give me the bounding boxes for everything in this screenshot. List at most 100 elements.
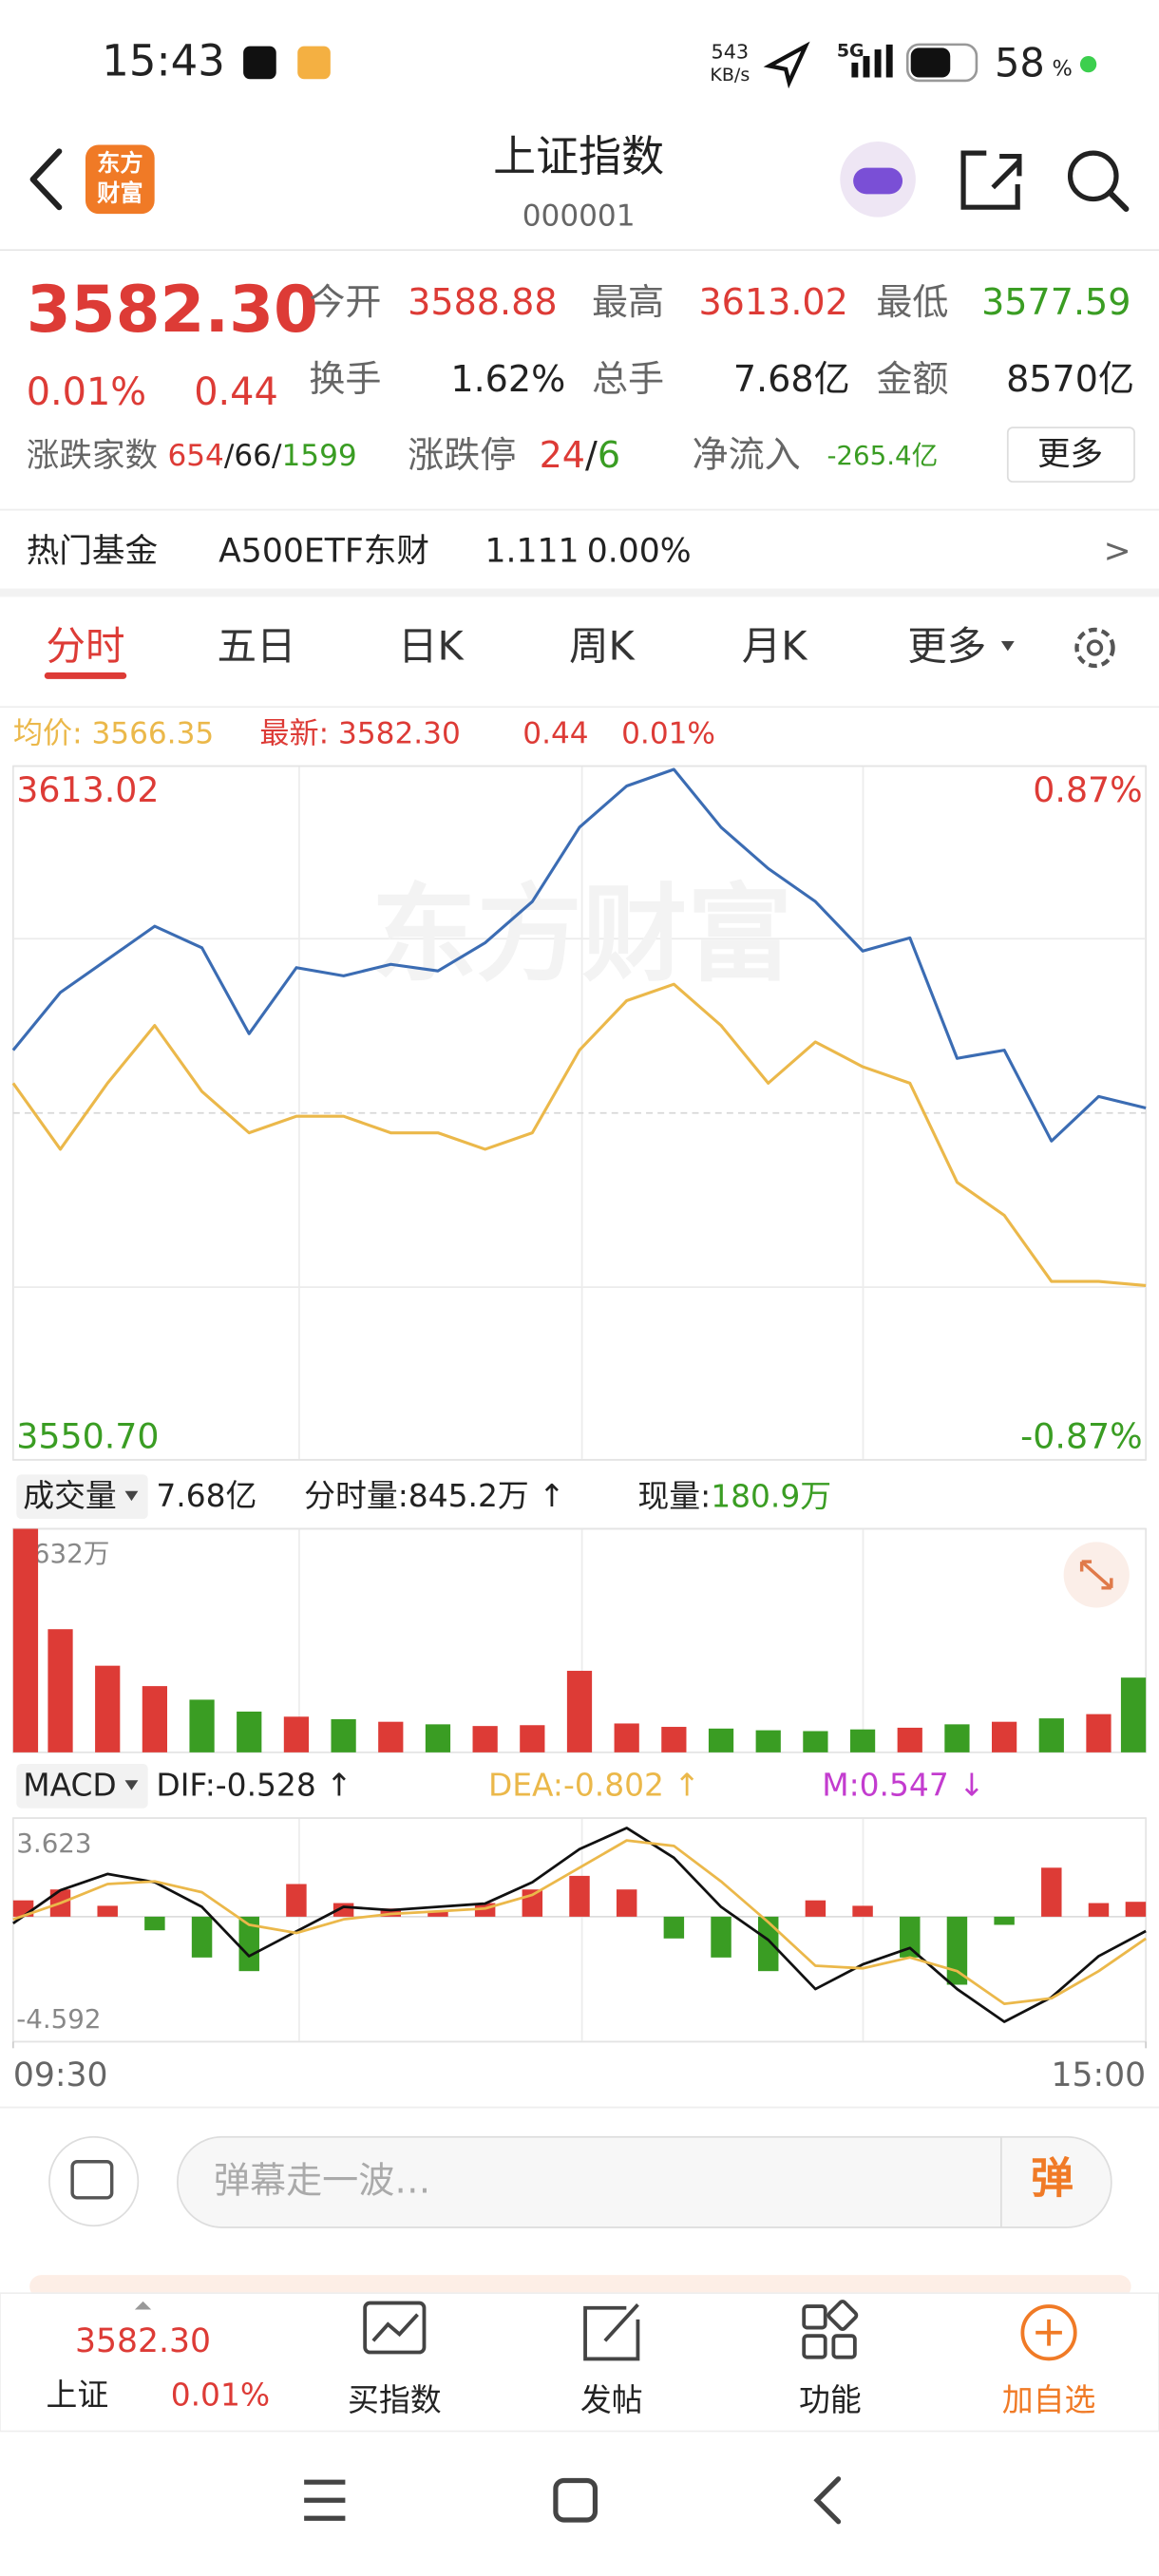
macd-bar <box>238 1916 259 1972</box>
logo-text: 东方 <box>97 150 142 177</box>
tab[interactable]: 五日 <box>217 623 295 670</box>
danmaku-icon <box>70 2160 114 2200</box>
system-back-button[interactable] <box>813 2476 842 2525</box>
battery-level <box>910 47 951 78</box>
macd-bar <box>1088 1903 1110 1917</box>
stat-label: 今开 <box>309 281 381 323</box>
macd-bar <box>946 1916 968 1985</box>
danmaku-toggle[interactable] <box>48 2135 140 2227</box>
fund-name[interactable]: A500ETF东财 <box>218 533 429 571</box>
battery-unit: % <box>1053 56 1073 81</box>
fund-price: 1.111 <box>484 533 579 571</box>
volume-bar <box>12 1528 39 1752</box>
tabs: 分时 五日 日K 周K 月K 更多 <box>46 623 986 670</box>
macd-bar <box>286 1884 307 1917</box>
fund-label: 热门基金 <box>27 533 158 571</box>
tab[interactable]: 更多 <box>907 623 986 670</box>
volume-bar <box>95 1665 121 1752</box>
back-button[interactable] <box>29 148 63 211</box>
tab[interactable]: 分时 <box>46 623 124 670</box>
stat-value: 3613.02 <box>698 281 847 323</box>
nav-caret <box>134 2301 152 2310</box>
nav-item[interactable]: 买指数 <box>348 2381 442 2418</box>
signal-icon <box>851 44 893 78</box>
y-tick-label: 3.623 <box>16 1828 91 1859</box>
price-grid <box>12 766 1147 1460</box>
volume-selector[interactable] <box>16 1474 148 1520</box>
volume-bar <box>755 1730 781 1752</box>
breadth-label: 涨跌家数 654/66/1599 <box>27 437 357 475</box>
dea-value: DEA:-0.802 ↑ <box>488 1767 700 1804</box>
stat-label: 换手 <box>309 358 381 400</box>
tab[interactable]: 日K <box>398 623 466 670</box>
macd-bar <box>428 1911 448 1917</box>
comment-placeholder: 弹幕走一波… <box>214 2160 430 2202</box>
macd-bar <box>144 1916 165 1931</box>
last-pct: 0.01% <box>621 717 715 751</box>
search-button[interactable] <box>1067 150 1119 202</box>
volume-bar <box>472 1726 498 1752</box>
macd-bar <box>900 1916 921 1958</box>
price: 3582.30 <box>27 272 318 347</box>
nav-item[interactable]: 加自选 <box>1002 2381 1096 2418</box>
app-icon <box>297 46 331 80</box>
tab[interactable]: 月K <box>742 623 809 670</box>
menu-button[interactable] <box>304 2479 346 2521</box>
last-price: 最新: 3582.30 <box>259 717 460 751</box>
stat-value: 8570亿 <box>1006 358 1134 400</box>
divider <box>0 588 1159 597</box>
label: 现量: <box>637 1477 711 1514</box>
value: 180.9万 <box>711 1477 831 1514</box>
macd-bar <box>97 1905 118 1917</box>
function-icon <box>802 2300 859 2359</box>
y2-tick-label: 0.87% <box>1033 769 1142 810</box>
macd-bar <box>1125 1902 1147 1917</box>
home-button[interactable] <box>553 2477 598 2523</box>
macd-bar <box>191 1916 213 1958</box>
indicator-selector[interactable] <box>16 1763 148 1809</box>
more-button[interactable] <box>1006 426 1135 483</box>
status-dot <box>1079 55 1097 73</box>
danmaku-button[interactable]: 弹 <box>1031 2153 1074 2204</box>
volume-bar <box>237 1711 262 1752</box>
fund-arrow[interactable]: > <box>1104 533 1131 571</box>
limit-row: 涨跌停 24/6 <box>408 434 620 476</box>
stat-value: 7.68亿 <box>733 358 850 400</box>
nav-price[interactable]: 3582.30 <box>75 2322 211 2360</box>
share-button[interactable] <box>960 150 1022 210</box>
battery-icon <box>905 43 978 83</box>
macd-bar <box>805 1900 826 1917</box>
separator: / <box>272 439 282 473</box>
macd-bar <box>757 1916 779 1972</box>
limit-down: 6 <box>598 434 620 476</box>
add-icon-plus <box>1036 2319 1062 2346</box>
net-unit: KB/s <box>710 65 750 85</box>
volume-bar <box>1038 1718 1064 1752</box>
settings-button[interactable] <box>1074 627 1115 669</box>
tab[interactable]: 周K <box>569 623 636 670</box>
macd-bar <box>852 1905 873 1917</box>
separator: / <box>585 434 598 476</box>
dropdown-caret <box>124 1780 139 1790</box>
bottom-nav <box>0 2292 1159 2433</box>
series-line <box>12 1839 1147 2006</box>
macd-bar <box>994 1916 1015 1925</box>
status-time: 15:43 <box>102 36 225 86</box>
volume-bar <box>849 1729 876 1752</box>
nav-item[interactable]: 功能 <box>799 2381 862 2418</box>
y-tick-label: 3550.70 <box>16 1415 159 1456</box>
volume-bar <box>331 1718 356 1752</box>
y2-tick-label: -0.87% <box>1020 1415 1143 1456</box>
up-count: 654 <box>167 439 223 473</box>
series-line <box>12 1827 1147 2023</box>
volume-bar <box>992 1721 1017 1752</box>
comment-input[interactable] <box>177 2135 1112 2228</box>
volume-bar <box>142 1686 167 1752</box>
nav-item[interactable]: 发帖 <box>580 2381 643 2418</box>
network-type: 5G <box>837 40 864 61</box>
volume-bar <box>1120 1677 1147 1752</box>
volume-bar <box>897 1727 922 1752</box>
volume-bar <box>614 1723 639 1752</box>
add-icon <box>1020 2304 1077 2361</box>
